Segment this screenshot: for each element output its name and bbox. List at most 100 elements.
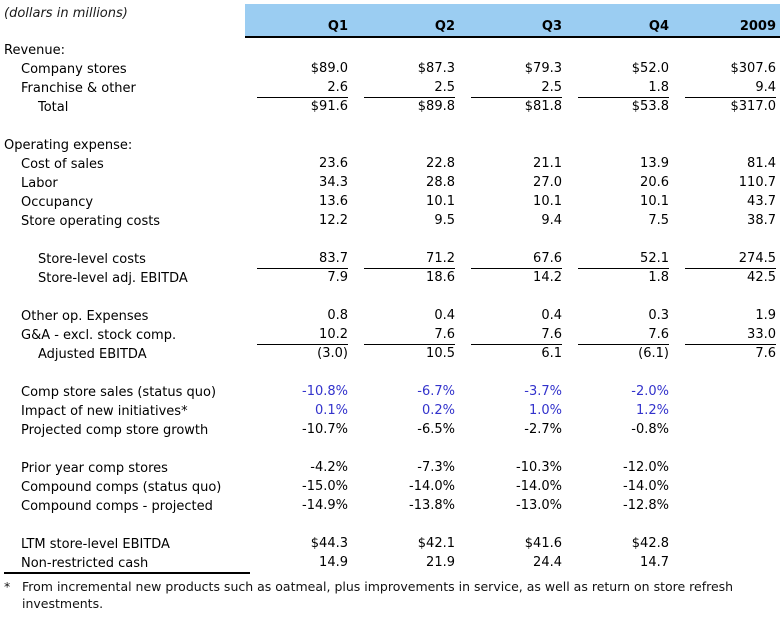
value-cell-q2: $87.3: [352, 60, 459, 79]
row-label: Compound comps - projected: [21, 499, 213, 514]
value-cell-q3: 10.1: [459, 193, 566, 212]
value-cell-q3: 1.0%: [459, 402, 566, 421]
value-cell-q1: [245, 136, 352, 155]
row-label: Non-restricted cash: [21, 556, 149, 571]
value-cell-2009: [673, 421, 780, 440]
value-cell-q4: -2.0%: [566, 383, 673, 402]
row-label: Store-level costs: [38, 252, 146, 267]
row-label: Labor: [21, 176, 58, 191]
cell-value: 1.0%: [528, 403, 562, 418]
value-cell-q1: 7.9: [245, 269, 352, 288]
value-cell-q2: -13.8%: [352, 497, 459, 516]
value-cell-q1: 34.3: [245, 174, 352, 193]
value-cell-q4: 52.1: [566, 250, 673, 269]
cell-value: [685, 497, 776, 515]
value-cell-q2: 7.6: [352, 326, 459, 345]
cell-value: 34.3: [319, 175, 348, 190]
cell-value: [578, 136, 669, 154]
cell-value: 7.6: [471, 326, 562, 345]
value-cell-2009: 43.7: [673, 193, 780, 212]
row-spacer: [0, 288, 780, 307]
value-cell-2009: 110.7: [673, 174, 780, 193]
value-cell-q1: 0.1%: [245, 402, 352, 421]
cell-value: 110.7: [738, 175, 776, 190]
value-cell-2009: [673, 41, 780, 60]
cell-value: -4.2%: [310, 460, 348, 475]
value-cell-2009: [673, 478, 780, 497]
table-row: LTM store-level EBITDA $44.3 $42.1 $41.6 $42…: [0, 535, 780, 554]
value-cell-q2: 10.1: [352, 193, 459, 212]
value-cell-q4: 7.6: [566, 326, 673, 345]
value-cell-q3: 14.2: [459, 269, 566, 288]
cell-value: 10.5: [426, 346, 455, 361]
cell-value: [685, 136, 776, 154]
value-cell-q2: 22.8: [352, 155, 459, 174]
cell-value: $52.0: [631, 61, 669, 76]
cell-value: 43.7: [747, 194, 776, 209]
cell-value: $41.6: [524, 536, 562, 551]
value-cell-2009: 33.0: [673, 326, 780, 345]
value-cell-q3: $41.6: [459, 535, 566, 554]
value-cell-q2: -14.0%: [352, 478, 459, 497]
value-cell-q1: $91.6: [245, 98, 352, 117]
value-cell-q4: 1.8: [566, 79, 673, 98]
cell-value: -7.3%: [417, 460, 455, 475]
value-cell-q3: 6.1: [459, 345, 566, 364]
table-row: Projected comp store growth -10.7% -6.5% -2…: [0, 421, 780, 440]
cell-value: 52.1: [578, 250, 669, 269]
value-cell-q3: -14.0%: [459, 478, 566, 497]
cell-value: 21.9: [426, 555, 455, 570]
value-cell-q3: 0.4: [459, 307, 566, 326]
cell-value: [685, 459, 776, 477]
table-row: Labor 34.3 28.8 27.0 20.6 110.7: [0, 174, 780, 193]
value-cell-2009: $317.0: [673, 98, 780, 117]
value-cell-2009: [673, 136, 780, 155]
cell-value: 9.4: [685, 79, 776, 98]
table-row: Occupancy 13.6 10.1 10.1 10.1 43.7: [0, 193, 780, 212]
cell-value: [364, 41, 455, 59]
cell-value: 67.6: [471, 250, 562, 269]
value-cell-2009: [673, 383, 780, 402]
value-cell-q4: 14.7: [566, 554, 673, 573]
cell-value: $91.6: [310, 99, 348, 114]
row-label: Projected comp store growth: [21, 423, 209, 438]
cell-value: [364, 136, 455, 154]
value-cell-q2: 2.5: [352, 79, 459, 98]
footnote: * From incremental new products such as …: [4, 578, 776, 612]
cell-value: [685, 383, 776, 401]
value-cell-q4: 7.5: [566, 212, 673, 231]
value-cell-2009: 274.5: [673, 250, 780, 269]
value-cell-q1: -10.8%: [245, 383, 352, 402]
cell-value: 0.4: [434, 308, 455, 323]
row-label: LTM store-level EBITDA: [21, 537, 170, 552]
value-cell-q4: $42.8: [566, 535, 673, 554]
value-cell-q4: -14.0%: [566, 478, 673, 497]
value-cell-q2: [352, 136, 459, 155]
column-header-q1: Q1: [245, 19, 352, 38]
value-cell-q1: $44.3: [245, 535, 352, 554]
value-cell-q3: $79.3: [459, 60, 566, 79]
value-cell-2009: [673, 554, 780, 573]
cell-value: -14.9%: [302, 498, 348, 513]
footnote-block: * From incremental new products such as …: [4, 572, 776, 612]
row-spacer: [0, 440, 780, 459]
cell-value: -6.5%: [417, 422, 455, 437]
cell-value: 6.1: [541, 346, 562, 361]
row-label: Total: [38, 100, 69, 115]
value-cell-2009: [673, 402, 780, 421]
table-row: Cost of sales 23.6 22.8 21.1 13.9 81.4: [0, 155, 780, 174]
row-label: Impact of new initiatives*: [21, 404, 188, 419]
footnote-marker: *: [4, 579, 11, 594]
cell-value: $317.0: [730, 99, 777, 114]
cell-value: 2.5: [364, 79, 455, 98]
row-label: Occupancy: [21, 195, 94, 210]
value-cell-q3: 9.4: [459, 212, 566, 231]
cell-value: [685, 478, 776, 496]
cell-value: -3.7%: [524, 384, 562, 399]
value-cell-2009: [673, 497, 780, 516]
cell-value: 81.4: [747, 156, 776, 171]
cell-value: [471, 41, 562, 59]
cell-value: 9.5: [434, 213, 455, 228]
cell-value: $307.6: [730, 61, 777, 76]
cell-value: $89.0: [310, 61, 348, 76]
